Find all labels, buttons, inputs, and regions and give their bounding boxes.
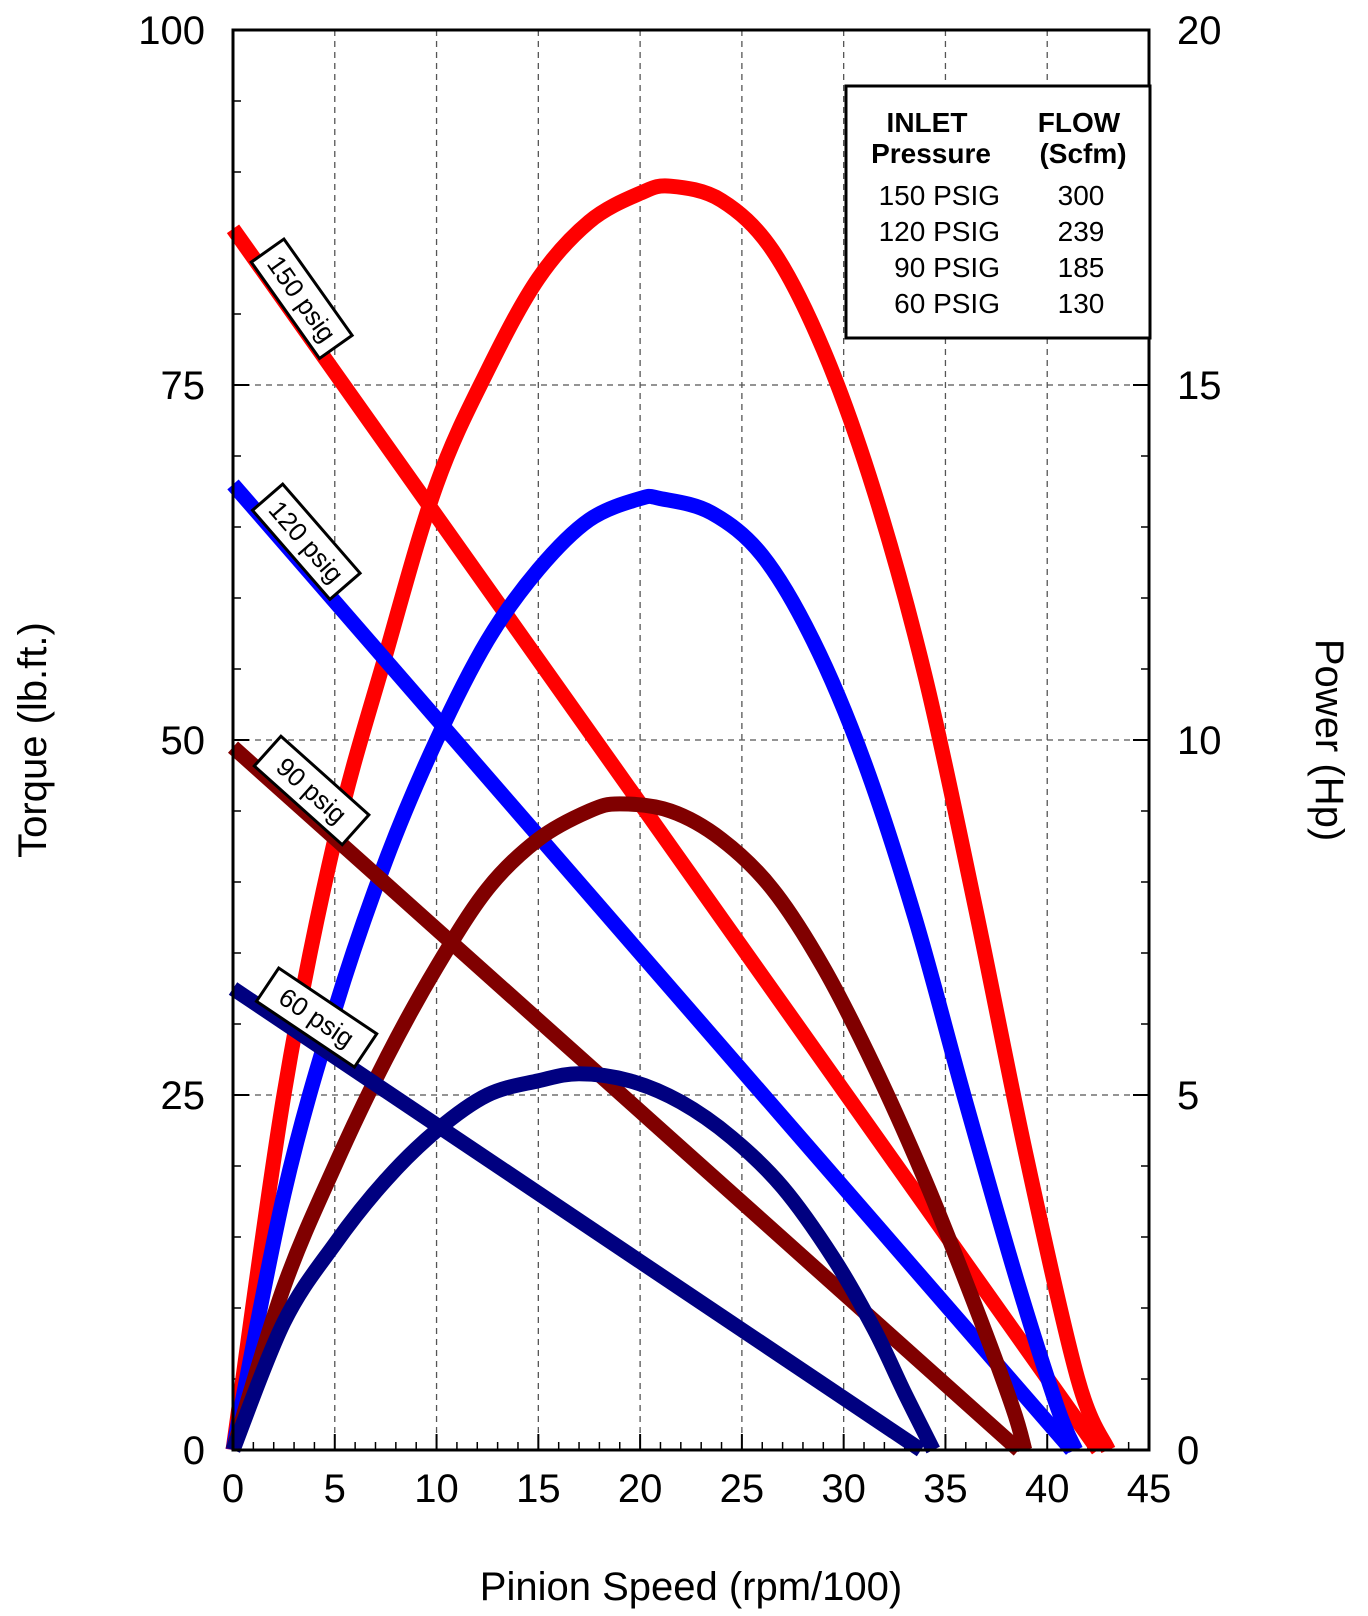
y-tick-label: 25 [161, 1074, 206, 1118]
power-curve-60-psig [226, 1066, 940, 1454]
curve-label-box [249, 236, 355, 361]
y2-tick-label: 20 [1177, 9, 1222, 53]
torque-line-60-psig [228, 982, 926, 1457]
x-tick-label: 15 [516, 1467, 561, 1511]
legend-header-scfm: (Scfm) [1039, 138, 1126, 169]
curve-label-box [254, 966, 379, 1070]
y-tick-label: 50 [161, 719, 206, 763]
plot-frame [231, 28, 1151, 1452]
y2-tick-label: 5 [1177, 1074, 1199, 1118]
curve-label-box [250, 481, 363, 602]
legend-header-flow: FLOW [1038, 107, 1121, 138]
y2-axis-title: Power (Hp) [1307, 639, 1351, 841]
legend-pressure-150: 150 PSIG [879, 180, 1000, 211]
curve-label-150-psig: 150 psig [249, 236, 355, 361]
legend-box: INLET Pressure FLOW (Scfm) 150 PSIG 300 … [844, 84, 1152, 340]
x-tick-label: 35 [923, 1467, 968, 1511]
legend-flow-120: 239 [1058, 216, 1105, 247]
legend-frame [844, 84, 1152, 340]
y2-tick-label: 10 [1177, 719, 1222, 763]
legend-flow-60: 130 [1058, 288, 1105, 319]
y-tick-label: 75 [161, 364, 206, 408]
x-tick-label: 10 [414, 1467, 459, 1511]
torque-line-90-psig [227, 741, 1024, 1456]
x-tick-label: 30 [821, 1467, 866, 1511]
legend-pressure-120: 120 PSIG [879, 216, 1000, 247]
y-tick-label: 0 [183, 1429, 205, 1473]
y-axis-title: Torque (lb.ft.) [11, 622, 55, 858]
y-tick-label: 100 [138, 9, 205, 53]
y2-tick-label: 15 [1177, 364, 1222, 408]
x-tick-label: 0 [222, 1467, 244, 1511]
legend-pressure-60: 60 PSIG [894, 288, 1000, 319]
power-curve-90-psig [225, 796, 1033, 1453]
legend-header-inlet: INLET [887, 107, 968, 138]
x-tick-label: 5 [324, 1467, 346, 1511]
power-curve-120-psig [225, 488, 1083, 1454]
legend-header-pressure: Pressure [871, 138, 991, 169]
x-tick-label: 45 [1127, 1467, 1172, 1511]
torque-line-120-psig [227, 479, 1078, 1455]
legend-flow-150: 300 [1058, 180, 1105, 211]
legend-pressure-90: 90 PSIG [894, 252, 1000, 283]
x-tick-label: 40 [1025, 1467, 1070, 1511]
curve-label-120-psig: 120 psig [250, 481, 363, 602]
x-tick-label: 25 [720, 1467, 765, 1511]
y2-tick-label: 0 [1177, 1429, 1199, 1473]
legend-flow-90: 185 [1058, 252, 1105, 283]
curve-label-60-psig: 60 psig [254, 966, 379, 1070]
x-axis-title: Pinion Speed (rpm/100) [480, 1565, 902, 1609]
curve-label-box [252, 734, 371, 847]
x-tick-label: 20 [618, 1467, 663, 1511]
